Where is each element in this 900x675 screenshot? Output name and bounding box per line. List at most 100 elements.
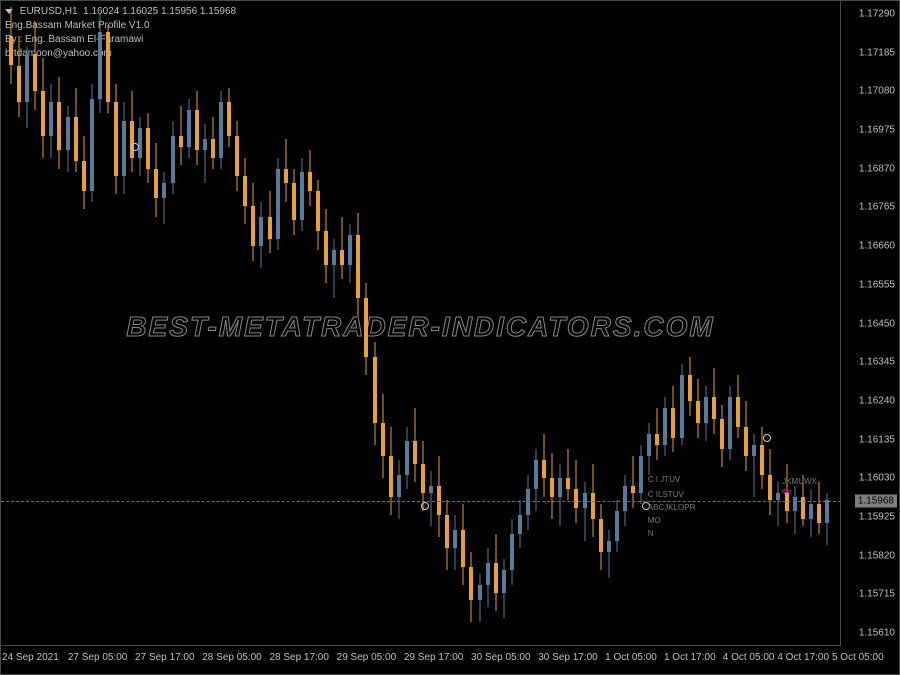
chart-header: EURUSD,H1 1.16024 1.16025 1.15956 1.1596… <box>5 5 236 61</box>
profile-label: N <box>648 529 654 538</box>
y-tick: 1.16870 <box>859 163 895 174</box>
candle <box>90 1 94 646</box>
candle <box>542 1 546 646</box>
candle <box>332 1 336 646</box>
x-axis: 24 Sep 2021 27 Sep 05:00 27 Sep 17:00 28 Se… <box>1 644 841 674</box>
candle <box>308 1 312 646</box>
candle <box>138 1 142 646</box>
candle <box>106 1 110 646</box>
candle <box>162 1 166 646</box>
x-tick: 4 Oct 17:00 <box>777 652 829 663</box>
candle <box>696 1 700 646</box>
candle <box>389 1 393 646</box>
candle <box>663 1 667 646</box>
candle <box>486 1 490 646</box>
candle <box>574 1 578 646</box>
candle <box>211 1 215 646</box>
candle <box>801 1 805 646</box>
candle <box>397 1 401 646</box>
marker-circle-icon <box>421 502 429 510</box>
x-tick: 29 Sep 17:00 <box>404 652 464 663</box>
candle <box>284 1 288 646</box>
candle <box>219 1 223 646</box>
candle <box>478 1 482 646</box>
candle <box>187 1 191 646</box>
candle <box>558 1 562 646</box>
candle <box>348 1 352 646</box>
x-tick: 24 Sep 2021 <box>2 652 59 663</box>
candle <box>623 1 627 646</box>
candle <box>583 1 587 646</box>
y-tick: 1.17080 <box>859 86 895 97</box>
candle <box>227 1 231 646</box>
profile-label: C ILSTUV <box>648 490 684 499</box>
candle <box>316 1 320 646</box>
candle <box>243 1 247 646</box>
candle <box>469 1 473 646</box>
candle <box>647 1 651 646</box>
profile-label: C I JTUV <box>648 475 680 484</box>
candle <box>57 1 61 646</box>
candle <box>776 1 780 646</box>
candle <box>268 1 272 646</box>
y-tick: 1.17290 <box>859 8 895 19</box>
y-tick: 1.16345 <box>859 357 895 368</box>
candle <box>453 1 457 646</box>
candle <box>259 1 263 646</box>
candle <box>405 1 409 646</box>
x-tick: 27 Sep 17:00 <box>135 652 195 663</box>
candle <box>534 1 538 646</box>
candle <box>502 1 506 646</box>
candle <box>728 1 732 646</box>
candle <box>324 1 328 646</box>
candle <box>82 1 86 646</box>
y-tick: 1.15820 <box>859 550 895 561</box>
candle <box>760 1 764 646</box>
candle <box>712 1 716 646</box>
marker-arrow-icon: ⇦ <box>781 484 791 498</box>
candle <box>292 1 296 646</box>
candle <box>680 1 684 646</box>
candle <box>566 1 570 646</box>
candle <box>356 1 360 646</box>
y-tick: 1.16135 <box>859 434 895 445</box>
candle <box>122 1 126 646</box>
candle <box>785 1 789 646</box>
y-tick: 1.15925 <box>859 512 895 523</box>
marker-circle-icon <box>763 434 771 442</box>
candle <box>179 1 183 646</box>
candle <box>364 1 368 646</box>
candle <box>25 1 29 646</box>
x-tick: 28 Sep 17:00 <box>269 652 329 663</box>
profile-label: ABCJKLOPR <box>648 503 696 512</box>
y-tick: 1.16975 <box>859 125 895 136</box>
candle <box>340 1 344 646</box>
candle <box>736 1 740 646</box>
current-price-tag: 1.15968 <box>855 495 897 508</box>
candle <box>413 1 417 646</box>
candle <box>825 1 829 646</box>
x-tick: 30 Sep 05:00 <box>471 652 531 663</box>
candle <box>17 1 21 646</box>
candle <box>720 1 724 646</box>
candle <box>445 1 449 646</box>
marker-circle-icon <box>131 143 139 151</box>
candle <box>744 1 748 646</box>
candle <box>66 1 70 646</box>
candle <box>251 1 255 646</box>
candle <box>33 1 37 646</box>
y-tick: 1.16660 <box>859 241 895 252</box>
candle <box>429 1 433 646</box>
candle <box>607 1 611 646</box>
profile-label: MO <box>648 516 661 525</box>
candle <box>9 1 13 646</box>
chart-area[interactable]: EURUSD,H1 1.16024 1.16025 1.15956 1.1596… <box>1 1 841 646</box>
y-tick: 1.16555 <box>859 279 895 290</box>
candle <box>655 1 659 646</box>
candle <box>688 1 692 646</box>
x-tick: 1 Oct 05:00 <box>605 652 657 663</box>
candle <box>494 1 498 646</box>
x-tick: 27 Sep 05:00 <box>68 652 128 663</box>
y-tick: 1.16030 <box>859 473 895 484</box>
y-tick: 1.17185 <box>859 47 895 58</box>
